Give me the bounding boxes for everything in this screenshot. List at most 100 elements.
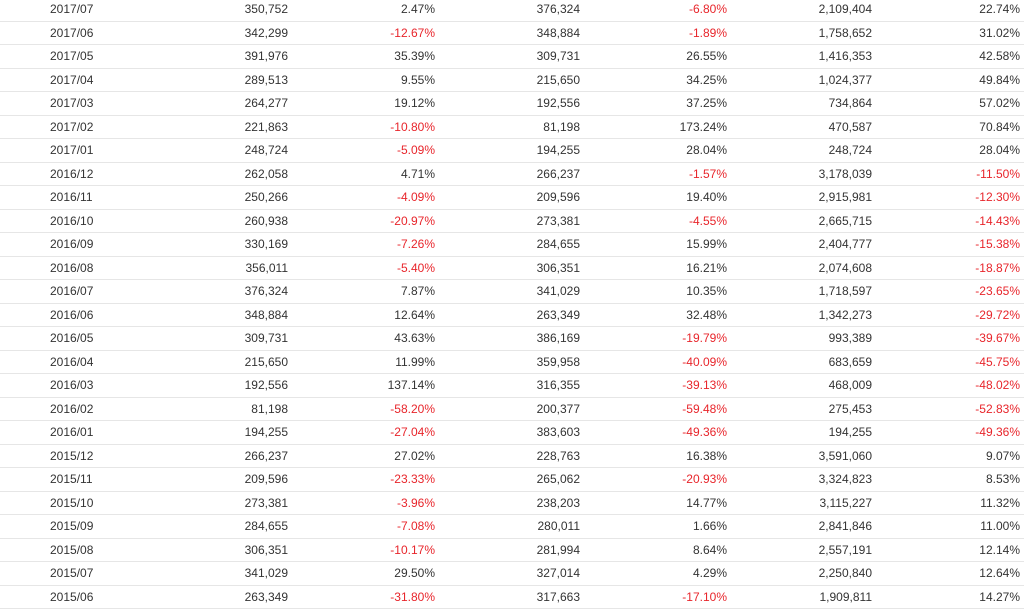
value-cell: 383,603	[438, 420, 584, 445]
cumulative-change-cell: -45.75%	[876, 350, 1024, 374]
change-cell: 43.63%	[292, 326, 438, 351]
table-row: 2016/06 348,884 12.64% 263,349 32.48% 1,342,2…	[0, 303, 1024, 327]
cumulative-change-cell: 42.58%	[876, 44, 1024, 69]
table-row: 2017/06 342,299 -12.67% 348,884 -1.89% 1,758,…	[0, 21, 1024, 45]
change-cell: 10.35%	[584, 279, 730, 304]
month-cell: 2015/07	[0, 561, 146, 586]
cumulative-cell: 3,324,823	[730, 467, 876, 492]
table-row: 2017/05 391,976 35.39% 309,731 26.55% 1,416,3…	[0, 44, 1024, 69]
table-row: 2017/01 248,724 -5.09% 194,255 28.04% 248,724…	[0, 138, 1024, 163]
month-cell: 2015/08	[0, 538, 146, 562]
cumulative-change-cell: -48.02%	[876, 373, 1024, 398]
cumulative-change-cell: 11.32%	[876, 491, 1024, 515]
value-cell: 192,556	[438, 91, 584, 116]
table-row: 2017/04 289,513 9.55% 215,650 34.25% 1,024,37…	[0, 68, 1024, 92]
value-cell: 215,650	[146, 350, 292, 374]
cumulative-cell: 194,255	[730, 420, 876, 445]
change-cell: -23.33%	[292, 467, 438, 492]
change-cell: 173.24%	[584, 115, 730, 139]
change-cell: -1.57%	[584, 162, 730, 186]
value-cell: 266,237	[438, 162, 584, 186]
table-row: 2016/12 262,058 4.71% 266,237 -1.57% 3,178,03…	[0, 162, 1024, 186]
value-cell: 200,377	[438, 397, 584, 421]
change-cell: 2.47%	[292, 0, 438, 22]
change-cell: -59.48%	[584, 397, 730, 421]
value-cell: 284,655	[146, 514, 292, 539]
cumulative-change-cell: 8.53%	[876, 467, 1024, 492]
month-cell: 2015/09	[0, 514, 146, 539]
change-cell: 4.29%	[584, 561, 730, 586]
change-cell: 9.55%	[292, 68, 438, 92]
month-cell: 2017/04	[0, 68, 146, 92]
value-cell: 327,014	[438, 561, 584, 586]
table-row: 2017/07 350,752 2.47% 376,324 -6.80% 2,109,40…	[0, 0, 1024, 22]
change-cell: 26.55%	[584, 44, 730, 69]
change-cell: -10.80%	[292, 115, 438, 139]
cumulative-cell: 3,115,227	[730, 491, 876, 515]
month-cell: 2015/06	[0, 585, 146, 609]
change-cell: -31.80%	[292, 585, 438, 609]
cumulative-cell: 3,591,060	[730, 444, 876, 468]
month-cell: 2016/08	[0, 256, 146, 280]
cumulative-change-cell: -52.83%	[876, 397, 1024, 421]
table-row: 2016/11 250,266 -4.09% 209,596 19.40% 2,915,9…	[0, 185, 1024, 210]
value-cell: 81,198	[438, 115, 584, 139]
value-cell: 341,029	[438, 279, 584, 304]
value-cell: 260,938	[146, 209, 292, 233]
value-cell: 391,976	[146, 44, 292, 69]
value-cell: 265,062	[438, 467, 584, 492]
value-cell: 316,355	[438, 373, 584, 398]
cumulative-change-cell: -49.36%	[876, 420, 1024, 445]
month-cell: 2016/02	[0, 397, 146, 421]
cumulative-change-cell: 57.02%	[876, 91, 1024, 116]
value-cell: 306,351	[146, 538, 292, 562]
value-cell: 356,011	[146, 256, 292, 280]
month-cell: 2015/11	[0, 467, 146, 492]
month-cell: 2016/10	[0, 209, 146, 233]
cumulative-change-cell: -15.38%	[876, 232, 1024, 257]
cumulative-cell: 248,724	[730, 138, 876, 163]
value-cell: 209,596	[146, 467, 292, 492]
table-row: 2016/10 260,938 -20.97% 273,381 -4.55% 2,665,…	[0, 209, 1024, 233]
change-cell: -5.09%	[292, 138, 438, 163]
change-cell: 27.02%	[292, 444, 438, 468]
change-cell: -20.97%	[292, 209, 438, 233]
value-cell: 359,958	[438, 350, 584, 374]
cumulative-change-cell: 14.27%	[876, 585, 1024, 609]
value-cell: 209,596	[438, 185, 584, 210]
table-row: 2015/06 263,349 -31.80% 317,663 -17.10% 1,909…	[0, 585, 1024, 609]
change-cell: 1.66%	[584, 514, 730, 539]
cumulative-cell: 2,074,608	[730, 256, 876, 280]
table-row: 2016/07 376,324 7.87% 341,029 10.35% 1,718,59…	[0, 279, 1024, 304]
cumulative-change-cell: 31.02%	[876, 21, 1024, 45]
change-cell: -49.36%	[584, 420, 730, 445]
change-cell: -7.08%	[292, 514, 438, 539]
table-row: 2016/05 309,731 43.63% 386,169 -19.79% 993,38…	[0, 326, 1024, 351]
change-cell: -6.80%	[584, 0, 730, 22]
value-cell: 284,655	[438, 232, 584, 257]
cumulative-change-cell: 70.84%	[876, 115, 1024, 139]
month-cell: 2017/03	[0, 91, 146, 116]
value-cell: 281,994	[438, 538, 584, 562]
change-cell: 29.50%	[292, 561, 438, 586]
value-cell: 309,731	[146, 326, 292, 351]
change-cell: 15.99%	[584, 232, 730, 257]
value-cell: 248,724	[146, 138, 292, 163]
table-row: 2015/09 284,655 -7.08% 280,011 1.66% 2,841,84…	[0, 514, 1024, 539]
change-cell: -17.10%	[584, 585, 730, 609]
value-cell: 81,198	[146, 397, 292, 421]
change-cell: -1.89%	[584, 21, 730, 45]
cumulative-change-cell: -23.65%	[876, 279, 1024, 304]
change-cell: 11.99%	[292, 350, 438, 374]
value-cell: 194,255	[146, 420, 292, 445]
value-cell: 309,731	[438, 44, 584, 69]
value-cell: 215,650	[438, 68, 584, 92]
cumulative-change-cell: 12.64%	[876, 561, 1024, 586]
change-cell: 28.04%	[584, 138, 730, 163]
cumulative-change-cell: 28.04%	[876, 138, 1024, 163]
change-cell: -27.04%	[292, 420, 438, 445]
change-cell: 32.48%	[584, 303, 730, 327]
table-row: 2017/02 221,863 -10.80% 81,198 173.24% 470,58…	[0, 115, 1024, 139]
month-cell: 2017/01	[0, 138, 146, 163]
